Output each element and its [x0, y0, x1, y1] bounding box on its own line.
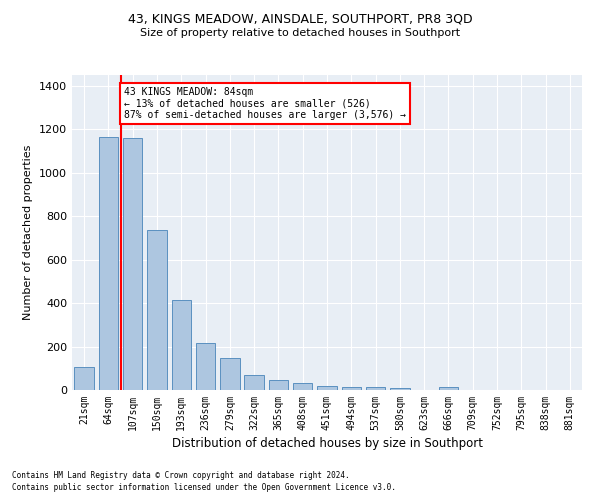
Bar — [196, 344, 215, 390]
Bar — [172, 300, 191, 390]
Bar — [439, 386, 458, 390]
Bar — [366, 386, 385, 390]
Bar — [317, 386, 337, 390]
Bar — [293, 384, 313, 390]
Bar — [269, 380, 288, 390]
Text: Contains public sector information licensed under the Open Government Licence v3: Contains public sector information licen… — [12, 484, 396, 492]
Bar — [341, 386, 361, 390]
Y-axis label: Number of detached properties: Number of detached properties — [23, 145, 34, 320]
Bar — [220, 358, 239, 390]
Bar — [123, 138, 142, 390]
Text: Size of property relative to detached houses in Southport: Size of property relative to detached ho… — [140, 28, 460, 38]
Bar — [147, 230, 167, 390]
Bar — [74, 367, 94, 390]
Bar — [390, 388, 410, 390]
Bar — [99, 137, 118, 390]
Text: 43, KINGS MEADOW, AINSDALE, SOUTHPORT, PR8 3QD: 43, KINGS MEADOW, AINSDALE, SOUTHPORT, P… — [128, 12, 472, 26]
Bar — [244, 375, 264, 390]
X-axis label: Distribution of detached houses by size in Southport: Distribution of detached houses by size … — [172, 437, 482, 450]
Text: 43 KINGS MEADOW: 84sqm
← 13% of detached houses are smaller (526)
87% of semi-de: 43 KINGS MEADOW: 84sqm ← 13% of detached… — [124, 87, 406, 120]
Text: Contains HM Land Registry data © Crown copyright and database right 2024.: Contains HM Land Registry data © Crown c… — [12, 471, 350, 480]
